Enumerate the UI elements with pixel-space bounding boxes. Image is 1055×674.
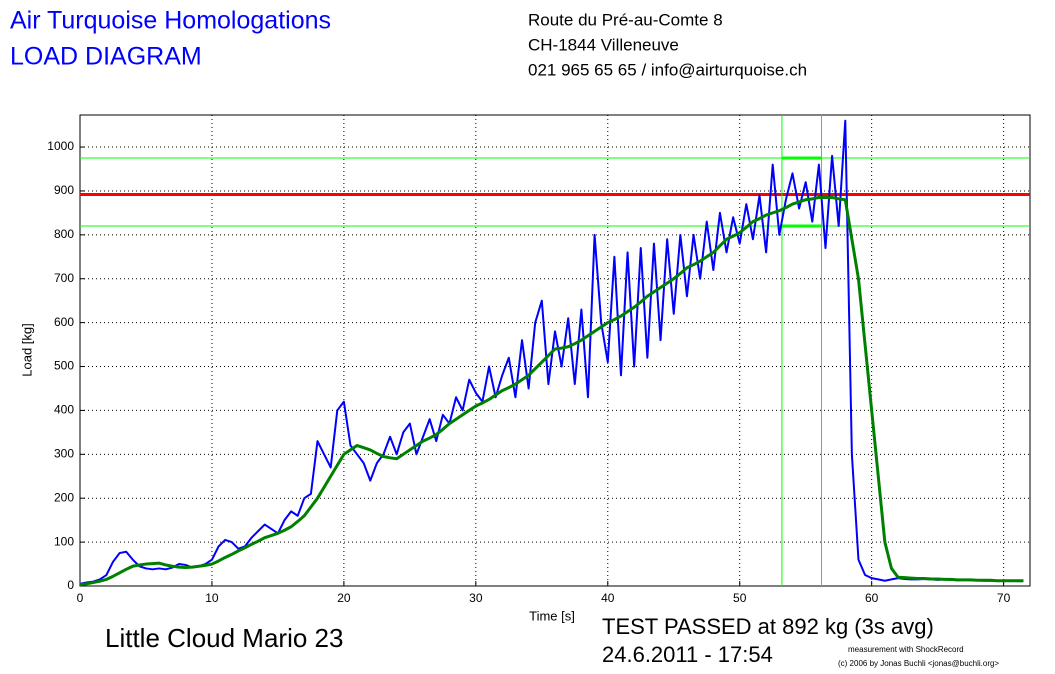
y-tick-label: 500 <box>54 359 74 373</box>
y-tick-label: 800 <box>54 227 74 241</box>
x-tick-label: 20 <box>337 591 351 605</box>
credit: measurement with ShockRecord <box>848 645 964 654</box>
x-axis-label: Time [s] <box>529 608 575 623</box>
address-line: Route du Pré-au-Comte 8 <box>528 10 723 29</box>
y-tick-label: 900 <box>54 183 74 197</box>
x-tick-label: 60 <box>865 591 879 605</box>
x-tick-label: 50 <box>733 591 747 605</box>
x-tick-label: 30 <box>469 591 483 605</box>
test-result: TEST PASSED at 892 kg (3s avg) <box>602 614 934 639</box>
credit: (c) 2006 by Jonas Buchli <jonas@buchli.o… <box>838 659 999 668</box>
data-line <box>79 196 1024 587</box>
data-line <box>79 119 1024 585</box>
y-tick-label: 1000 <box>47 139 74 153</box>
y-tick-label: 300 <box>54 446 74 460</box>
y-tick-label: 400 <box>54 403 74 417</box>
test-date: 24.6.2011 - 17:54 <box>602 642 773 667</box>
y-tick-label: 600 <box>54 315 74 329</box>
y-tick-label: 700 <box>54 271 74 285</box>
subtitle: LOAD DIAGRAM <box>10 43 202 71</box>
address-line: 021 965 65 65 / info@airturquoise.ch <box>528 60 807 79</box>
address-line: CH-1844 Villeneuve <box>528 35 679 54</box>
y-tick-label: 100 <box>54 534 74 548</box>
grid: 0 10 20 30 40 50 60 700100200300400500600700800… <box>47 115 1030 605</box>
glider-name: Little Cloud Mario 23 <box>105 623 343 653</box>
x-tick-label: 10 <box>205 591 219 605</box>
title: Air Turquoise Homologations <box>10 7 331 35</box>
x-tick-label: 0 <box>77 591 84 605</box>
x-tick-label: 70 <box>997 591 1011 605</box>
y-tick-label: 0 <box>67 578 74 592</box>
y-axis-label: Load [kg] <box>19 323 34 377</box>
marks <box>79 115 1030 587</box>
x-tick-label: 40 <box>601 591 615 605</box>
y-tick-label: 200 <box>54 490 74 504</box>
